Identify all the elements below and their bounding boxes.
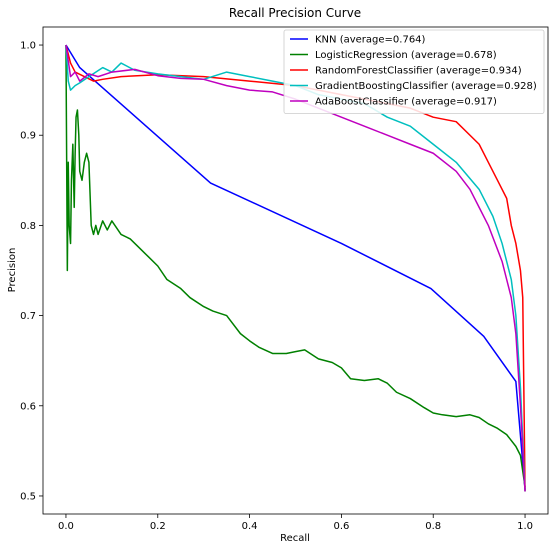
series-line-0: [65, 44, 526, 490]
legend-entry-3: GradientBoostingClassifier (average=0.92…: [315, 81, 537, 92]
legend-box: [283, 29, 545, 114]
y-tick-label: 0.7: [20, 311, 36, 322]
plot-frame: [42, 26, 549, 515]
x-tick-label: 1.0: [517, 521, 533, 532]
y-tick-label: 0.9: [20, 131, 36, 142]
chart-title: Recall Precision Curve: [229, 6, 361, 20]
y-tick-label: 0.8: [20, 221, 36, 232]
x-tick-label: 0.4: [242, 521, 258, 532]
x-tick-label: 0.2: [150, 521, 166, 532]
legend: KNN (average=0.764) LogisticRegression (a…: [283, 29, 545, 114]
x-tick-label: 0.0: [58, 521, 74, 532]
legend-entry-4: AdaBoostClassifier (average=0.917): [315, 97, 497, 108]
legend-entry-2: RandomForestClassifier (average=0.934): [315, 66, 522, 77]
legend-entry-0: KNN (average=0.764): [315, 35, 426, 46]
x-tick-label: 0.6: [333, 521, 349, 532]
legend-entry-1: LogisticRegression (average=0.678): [315, 50, 497, 61]
y-axis-label: Precision: [7, 248, 18, 293]
y-tick-label: 1.0: [20, 41, 36, 52]
series-line-3: [65, 44, 526, 492]
y-tick-label: 0.6: [20, 401, 36, 412]
x-axis-label: Recall: [280, 533, 310, 544]
series-line-1: [65, 45, 526, 488]
y-axis-ticks: 0.5 0.6 0.7 0.8 0.9 1.0: [20, 41, 43, 502]
y-tick-label: 0.5: [20, 491, 36, 502]
x-tick-label: 0.8: [425, 521, 441, 532]
x-axis-ticks: 0.0 0.2 0.4 0.6 0.8 1.0: [58, 514, 533, 532]
